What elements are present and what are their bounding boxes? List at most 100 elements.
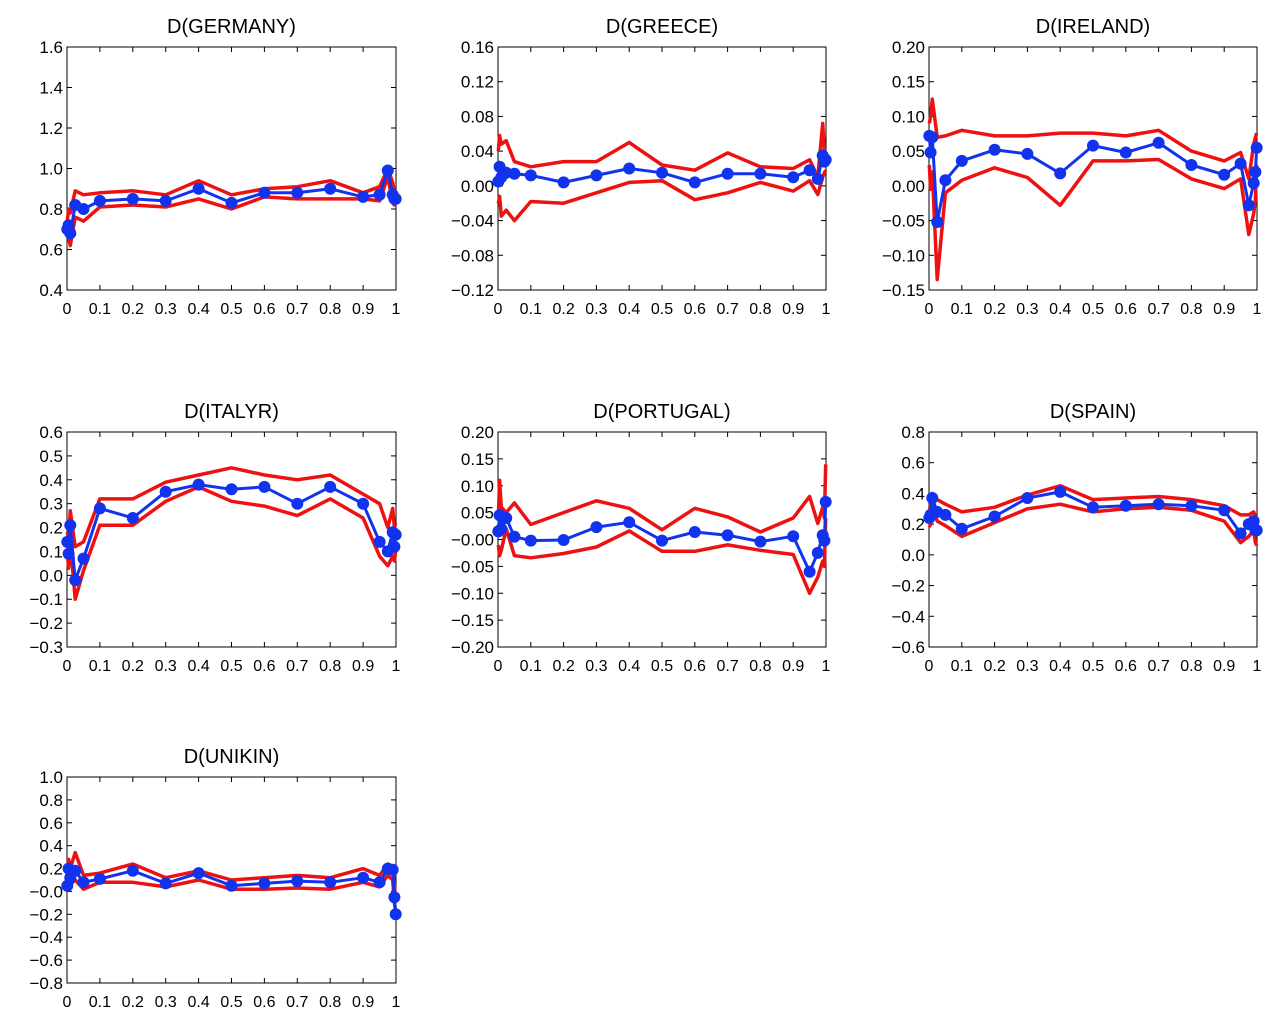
data-point xyxy=(931,216,944,228)
x-tick-label: 0 xyxy=(494,301,503,318)
x-tick-label: 0.8 xyxy=(319,658,341,675)
data-point xyxy=(93,502,106,515)
data-point xyxy=(1185,499,1198,512)
data-point xyxy=(159,194,172,207)
y-tick-label: −0.0 xyxy=(29,882,63,901)
x-tick-label: 0.8 xyxy=(749,658,771,675)
data-point xyxy=(656,166,668,179)
y-tick-label: 0.4 xyxy=(39,837,63,856)
y-tick-label: −0.20 xyxy=(451,638,494,657)
y-tick-label: 0.6 xyxy=(39,814,63,833)
y-tick-label: 0.10 xyxy=(892,107,925,126)
x-tick-label: 0.5 xyxy=(651,658,673,675)
data-point xyxy=(381,164,394,177)
y-tick-label: 1.4 xyxy=(39,79,63,98)
data-point xyxy=(803,565,816,578)
y-tick-label: 0.10 xyxy=(461,477,494,496)
data-point xyxy=(357,497,370,510)
x-tick-label: 0.4 xyxy=(187,658,209,675)
data-point xyxy=(192,867,205,880)
x-tick-label: 0.9 xyxy=(782,658,804,675)
data-point xyxy=(1021,492,1034,504)
x-tick-label: 0 xyxy=(63,994,72,1010)
x-tick-label: 0.1 xyxy=(89,301,111,318)
chart-title: D(IRELAND) xyxy=(1036,16,1150,38)
series-line-upper xyxy=(927,97,1259,181)
data-point xyxy=(1185,159,1198,171)
data-point xyxy=(126,864,139,877)
x-tick-label: 0.2 xyxy=(122,658,144,675)
chart-panel-1: D(GERMANY) 0.4 0.6 0.8 1.0 1.2 1.4 1.6 0 0.1 0.2 0.… xyxy=(39,16,402,318)
data-point xyxy=(926,492,939,504)
data-point xyxy=(291,497,304,510)
y-tick-label: −0.2 xyxy=(891,577,925,596)
data-point xyxy=(721,529,734,542)
data-point xyxy=(388,891,401,904)
x-tick-label: 0 xyxy=(63,658,72,675)
y-tick-label: −0.1 xyxy=(29,590,63,609)
data-point xyxy=(590,521,603,534)
x-tick-label: 0.6 xyxy=(1115,658,1137,675)
y-tick-label: 0.1 xyxy=(39,542,63,561)
y-tick-label: 0.00 xyxy=(461,177,494,196)
y-tick-label: −0.08 xyxy=(451,246,494,265)
data-point xyxy=(787,171,800,184)
data-point xyxy=(1054,167,1067,180)
y-tick-label: −0.15 xyxy=(451,611,494,630)
data-point xyxy=(126,512,139,524)
x-tick-label: 0.4 xyxy=(618,658,640,675)
data-point xyxy=(939,174,952,187)
y-tick-label: −0.00 xyxy=(451,531,494,550)
x-tick-label: 0.2 xyxy=(552,658,574,675)
chart-title: D(PORTUGAL) xyxy=(593,401,730,423)
data-point xyxy=(357,871,370,884)
data-point xyxy=(62,547,75,560)
x-tick-label: 0.7 xyxy=(1147,301,1169,318)
data-point xyxy=(386,863,399,876)
data-point xyxy=(623,162,636,175)
y-tick-label: 0.0 xyxy=(39,566,63,585)
x-tick-label: 0.1 xyxy=(520,301,542,318)
x-tick-label: 0.6 xyxy=(253,301,275,318)
x-tick-label: 0 xyxy=(925,658,934,675)
data-point xyxy=(258,877,271,890)
data-point xyxy=(77,203,90,215)
data-point xyxy=(1242,199,1255,212)
x-tick-label: 0.6 xyxy=(684,658,706,675)
chart-title: D(ITALYR) xyxy=(184,401,279,423)
data-point xyxy=(77,876,90,889)
y-tick-label: −0.04 xyxy=(451,212,494,231)
data-point xyxy=(291,875,304,888)
data-point xyxy=(291,186,304,199)
data-point xyxy=(1152,136,1165,149)
chart-panel-6: D(SPAIN) −0.6 −0.4 −0.2 0.0 0.2 0.4 0.6 0.8 0 0.1 0… xyxy=(891,401,1263,675)
y-tick-label: −0.05 xyxy=(451,557,494,576)
data-point xyxy=(754,535,767,548)
data-point xyxy=(500,512,513,524)
x-tick-label: 0.3 xyxy=(585,658,607,675)
x-tick-label: 0.9 xyxy=(782,301,804,318)
chart-title: D(UNIKIN) xyxy=(184,746,280,768)
x-tick-label: 0.1 xyxy=(89,994,111,1010)
data-point xyxy=(1119,499,1132,512)
data-point xyxy=(64,227,77,240)
data-point xyxy=(324,480,337,493)
x-tick-label: 0.6 xyxy=(253,994,275,1010)
data-point xyxy=(524,169,537,182)
data-point xyxy=(225,196,238,209)
x-tick-label: 0.4 xyxy=(187,301,209,318)
chart-panel-3: D(IRELAND)−0.15−0.10−0.050.000.050.100.1… xyxy=(882,16,1263,318)
data-point xyxy=(126,192,139,205)
x-tick-label: 0.6 xyxy=(1115,301,1137,318)
data-point xyxy=(93,872,106,885)
y-tick-label: 0.15 xyxy=(461,450,494,469)
x-tick-label: 0.2 xyxy=(122,301,144,318)
y-tick-label: 0.15 xyxy=(892,73,925,92)
y-tick-label: 0.8 xyxy=(39,200,63,219)
data-point xyxy=(557,176,570,189)
y-tick-label: 0.6 xyxy=(901,454,925,473)
x-tick-label: 0.1 xyxy=(951,658,973,675)
chart-title: D(GERMANY) xyxy=(167,16,296,38)
series-line-lower xyxy=(496,169,828,223)
data-point xyxy=(69,574,82,587)
